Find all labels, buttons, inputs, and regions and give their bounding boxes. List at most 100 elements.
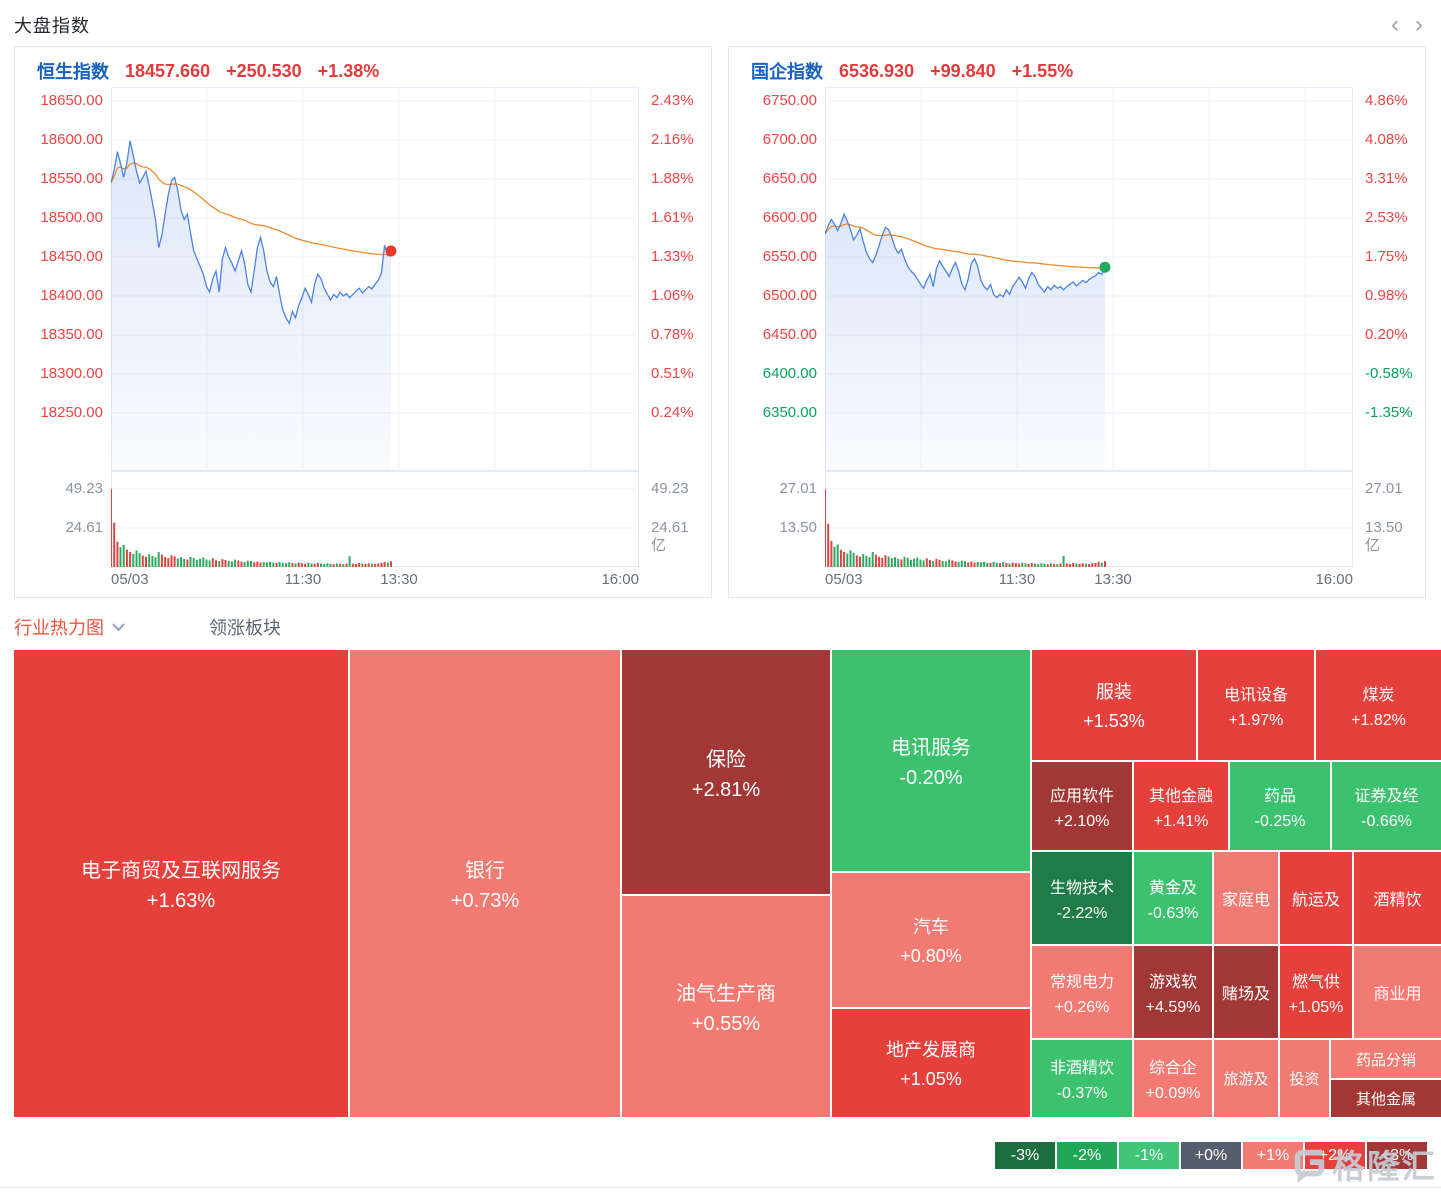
heatmap-tile[interactable]: 其他金属 xyxy=(1331,1080,1441,1117)
x-axis-label: 16:00 xyxy=(1315,571,1353,588)
heatmap-tile[interactable]: 黄金及 -0.63% xyxy=(1134,852,1212,944)
pct-axis-label: 0.51% xyxy=(651,365,694,382)
tile-sector-name: 电讯服务 xyxy=(891,737,971,759)
tile-sector-name: 酒精饮 xyxy=(1373,892,1422,909)
price-axis-label: 18350.00 xyxy=(40,326,103,343)
heatmap-tile[interactable]: 生物技术 -2.22% xyxy=(1032,852,1132,944)
heatmap-tile[interactable]: 航运及 xyxy=(1280,852,1352,944)
price-plot xyxy=(111,87,639,471)
tile-sector-name: 生物技术 xyxy=(1049,879,1114,897)
index-change: +250.530 xyxy=(226,60,302,81)
tile-change-pct: +4.59% xyxy=(1145,998,1201,1016)
tile-change-pct: +1.97% xyxy=(1228,711,1284,729)
left-axis: 18650.00 18600.00 18550.00 18500.00 18450.00… xyxy=(25,87,111,591)
volume-axis-label: 13.50 xyxy=(1365,519,1403,536)
chart-area: 6750.00 6700.00 6650.00 6600.00 6550.00 6500.… xyxy=(739,87,1415,591)
heatmap-tile[interactable]: 油气生产商 +0.55% xyxy=(622,896,830,1117)
tile-sector-name: 其他金属 xyxy=(1355,1091,1416,1108)
price-axis-label: 18250.00 xyxy=(40,404,103,421)
tile-change-pct: +1.82% xyxy=(1351,711,1406,729)
heatmap-tile[interactable]: 药品 -0.25% xyxy=(1230,762,1330,850)
tile-change-pct: +1.05% xyxy=(1288,998,1344,1016)
pct-axis-label: 1.33% xyxy=(651,248,694,265)
heatmap-tile[interactable]: 常规电力 +0.26% xyxy=(1032,946,1132,1038)
tab-leading-sectors[interactable]: 领涨板块 xyxy=(209,614,281,640)
pct-axis-label: 4.86% xyxy=(1365,92,1408,109)
heatmap-tile[interactable]: 应用软件 +2.10% xyxy=(1032,762,1132,850)
heatmap-tile[interactable]: 电讯设备 +1.97% xyxy=(1198,650,1314,760)
heatmap-tile[interactable]: 赌场及 xyxy=(1214,946,1278,1038)
index-price: 18457.660 xyxy=(125,60,211,81)
tile-sector-name: 银行 xyxy=(465,860,505,882)
bottom-divider xyxy=(0,1187,1441,1188)
index-title-row: 恒生指数 18457.660 +250.530 +1.38% xyxy=(25,55,701,87)
heatmap-tile[interactable]: 旅游及 xyxy=(1214,1040,1278,1117)
right-axis: 2.43% 2.16% 1.88% 1.61% 1.33% 1.06% 0.78% 0.51%… xyxy=(639,87,701,591)
heatmap-tile[interactable]: 保险 +2.81% xyxy=(622,650,830,894)
index-change: +99.840 xyxy=(930,60,996,81)
index-name: 国企指数 xyxy=(751,62,823,82)
index-panel[interactable]: 恒生指数 18457.660 +250.530 +1.38% 18650.00 1… xyxy=(14,46,712,598)
tile-change-pct: +2.81% xyxy=(691,778,761,801)
heatmap-tile[interactable]: 地产发展商 +1.05% xyxy=(832,1009,1030,1117)
next-arrow-icon[interactable]: › xyxy=(1415,11,1423,38)
price-axis-label: 18550.00 xyxy=(40,170,103,187)
pct-axis-label: 0.20% xyxy=(1365,326,1408,343)
heatmap-tile[interactable]: 投资 xyxy=(1280,1040,1329,1117)
heatmap-tile[interactable]: 游戏软 +4.59% xyxy=(1134,946,1212,1038)
price-plot xyxy=(825,87,1353,471)
heatmap-tile[interactable]: 药品分销 xyxy=(1331,1040,1441,1078)
heatmap-tile[interactable]: 电子商贸及互联网服务 +1.63% xyxy=(14,650,348,1117)
heatmap-tile[interactable]: 非酒精饮 -0.37% xyxy=(1032,1040,1132,1117)
tile-change-pct: +0.80% xyxy=(900,946,962,966)
heatmap-tile[interactable]: 商业用 xyxy=(1354,946,1441,1038)
index-price: 6536.930 xyxy=(839,60,915,81)
x-axis-label: 13:30 xyxy=(1094,571,1132,588)
price-axis-label: 6750.00 xyxy=(762,92,817,109)
index-title-row: 国企指数 6536.930 +99.840 +1.55% xyxy=(739,55,1415,87)
tile-sector-name: 旅游及 xyxy=(1223,1071,1269,1088)
page-title: 大盘指数 xyxy=(14,16,90,36)
pct-axis-label: 0.78% xyxy=(651,326,694,343)
tile-sector-name: 电讯设备 xyxy=(1223,686,1288,704)
pct-axis-label: 1.61% xyxy=(651,209,694,226)
heatmap-tile[interactable]: 燃气供 +1.05% xyxy=(1280,946,1352,1038)
prev-arrow-icon[interactable]: ‹ xyxy=(1391,11,1399,38)
volume-axis-label: 49.23 xyxy=(651,480,689,497)
tile-sector-name: 常规电力 xyxy=(1049,973,1114,991)
volume-axis-label: 13.50 xyxy=(779,519,817,536)
legend-chip: +1% xyxy=(1243,1142,1303,1169)
x-axis-label: 05/03 xyxy=(825,571,863,588)
x-axis-label: 13:30 xyxy=(380,571,418,588)
x-axis-label: 11:30 xyxy=(284,571,322,588)
legend-chip: -2% xyxy=(1057,1142,1117,1169)
tile-change-pct: +0.26% xyxy=(1054,998,1110,1016)
heatmap-tile[interactable]: 煤炭 +1.82% xyxy=(1316,650,1441,760)
heatmap-tile[interactable]: 酒精饮 xyxy=(1354,852,1441,944)
pct-axis-label: 1.06% xyxy=(651,287,694,304)
heatmap-tile[interactable]: 家庭电 xyxy=(1214,852,1278,944)
pct-axis-label: 4.08% xyxy=(1365,131,1408,148)
index-panel[interactable]: 国企指数 6536.930 +99.840 +1.55% 6750.00 6700… xyxy=(728,46,1426,598)
x-axis-label: 16:00 xyxy=(601,571,639,588)
price-axis-label: 18450.00 xyxy=(40,248,103,265)
index-change-pct: +1.38% xyxy=(317,60,380,81)
heatmap-tile[interactable]: 证券及经 -0.66% xyxy=(1332,762,1441,850)
tile-sector-name: 保险 xyxy=(706,748,746,771)
pct-axis-label: 2.53% xyxy=(1365,209,1408,226)
heatmap-tile[interactable]: 服装 +1.53% xyxy=(1032,650,1196,760)
tile-change-pct: +1.53% xyxy=(1083,711,1145,731)
plot-area: 05/03 11:30 13:30 16:00 xyxy=(825,87,1353,591)
plot-area: 05/03 11:30 13:30 16:00 xyxy=(111,87,639,591)
tile-change-pct: -0.25% xyxy=(1254,812,1306,830)
heatmap-tile[interactable]: 其他金融 +1.41% xyxy=(1134,762,1228,850)
volume-plot xyxy=(825,471,1353,567)
tile-sector-name: 非酒精饮 xyxy=(1049,1060,1114,1077)
tile-change-pct: -0.37% xyxy=(1056,1085,1108,1102)
heatmap-tile[interactable]: 汽车 +0.80% xyxy=(832,873,1030,1007)
heatmap-tile[interactable]: 银行 +0.73% xyxy=(350,650,620,1117)
tab-industry-heatmap[interactable]: 行业热力图 xyxy=(14,614,125,640)
heatmap-tile[interactable]: 综合企 +0.09% xyxy=(1134,1040,1212,1117)
heatmap-tile[interactable]: 电讯服务 -0.20% xyxy=(832,650,1030,871)
tile-sector-name: 燃气供 xyxy=(1291,973,1340,991)
